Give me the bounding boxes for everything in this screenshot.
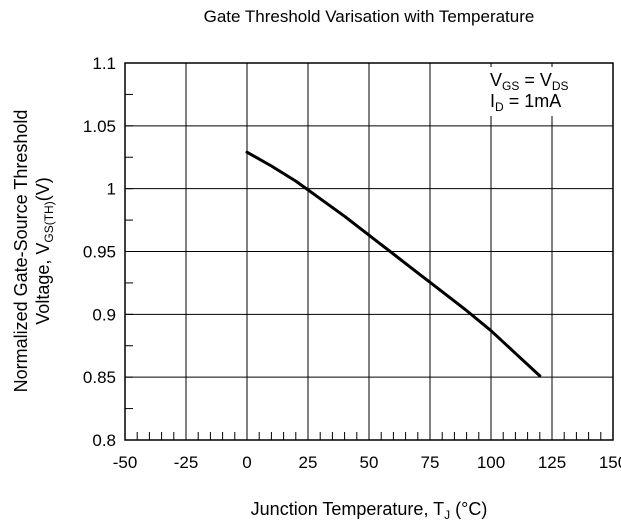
y-tick-label: 1.1: [92, 54, 116, 73]
annotation-vgs-line: VGS = VDS: [490, 70, 569, 93]
annotation-vgs: V: [490, 70, 502, 90]
x-tick-label: 100: [477, 453, 505, 472]
y-axis-label-line2: Voltage, VGS(TH)(V): [33, 177, 56, 324]
annotation-background: [484, 67, 608, 116]
grid-lines: [125, 63, 613, 440]
y-tick-labels: 0.8 0.85 0.9 0.95 1 1.05 1.1: [83, 54, 116, 450]
annotation-eq-vds: = V: [519, 70, 552, 90]
annotation-id-value: = 1mA: [504, 91, 562, 111]
y-tick-label: 0.9: [92, 305, 116, 324]
x-tick-label: 0: [242, 453, 251, 472]
x-tick-label: 125: [538, 453, 566, 472]
y-tick-label: 0.8: [92, 431, 116, 450]
annotation-id-line: ID = 1mA: [490, 91, 561, 114]
y-axis-label-line1: Normalized Gate-Source Threshold: [11, 110, 31, 393]
x-tick-labels: -50 -25 0 25 50 75 100 125 150: [113, 453, 621, 472]
y-axis-label: Normalized Gate-Source Threshold Voltage…: [11, 110, 56, 393]
y-tick-label: 1.05: [83, 117, 116, 136]
x-tick-label: -50: [113, 453, 138, 472]
y-axis-label-unit: (V): [33, 177, 53, 201]
y-tick-label: 1: [107, 180, 116, 199]
annotation-id: I: [490, 91, 495, 111]
plot-frame: [124, 62, 614, 441]
x-tick-label: 150: [599, 453, 621, 472]
annotation-vgs-sub: GS: [502, 79, 519, 93]
y-tick-label: 0.95: [83, 243, 116, 262]
x-tick-label: 75: [421, 453, 440, 472]
annotation-id-sub: D: [495, 100, 504, 114]
x-tick-label: 50: [360, 453, 379, 472]
x-axis-label-main: Junction Temperature, T: [251, 499, 444, 519]
y-tick-label: 0.85: [83, 368, 116, 387]
x-axis-label-sub: J: [444, 508, 450, 522]
x-axis-label: Junction Temperature, TJ (°C): [251, 499, 488, 522]
y-axis-label-main: Voltage, V: [33, 243, 53, 325]
x-axis-label-unit: (°C): [450, 499, 487, 519]
conditions-annotation: VGS = VDS ID = 1mA: [484, 67, 608, 116]
y-axis-label-sub: GS(TH): [42, 201, 56, 242]
annotation-vds-sub: DS: [552, 79, 569, 93]
minor-ticks: [125, 93, 602, 440]
chart-title: Gate Threshold Varisation with Temperatu…: [204, 7, 535, 26]
x-tick-label: -25: [174, 453, 199, 472]
x-tick-label: 25: [299, 453, 318, 472]
series-line: [245, 150, 542, 378]
